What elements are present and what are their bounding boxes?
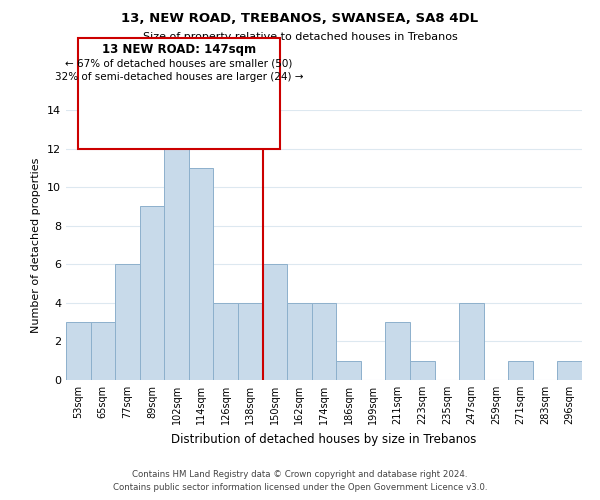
Text: 13, NEW ROAD, TREBANOS, SWANSEA, SA8 4DL: 13, NEW ROAD, TREBANOS, SWANSEA, SA8 4DL (121, 12, 479, 26)
Text: Size of property relative to detached houses in Trebanos: Size of property relative to detached ho… (143, 32, 457, 42)
Bar (459, 303, 484, 380)
Text: 32% of semi-detached houses are larger (24) →: 32% of semi-detached houses are larger (… (55, 72, 303, 82)
Bar (385, 322, 410, 380)
Bar (557, 360, 582, 380)
Bar (287, 303, 312, 380)
Bar (66, 322, 91, 380)
Bar (91, 322, 115, 380)
Bar (336, 360, 361, 380)
Text: 13 NEW ROAD: 147sqm: 13 NEW ROAD: 147sqm (102, 44, 256, 57)
X-axis label: Distribution of detached houses by size in Trebanos: Distribution of detached houses by size … (172, 432, 476, 446)
Bar (140, 206, 164, 380)
Bar (312, 303, 336, 380)
Bar (189, 168, 214, 380)
Y-axis label: Number of detached properties: Number of detached properties (31, 158, 41, 332)
Bar (164, 148, 189, 380)
Bar (115, 264, 140, 380)
Bar (508, 360, 533, 380)
Text: ← 67% of detached houses are smaller (50): ← 67% of detached houses are smaller (50… (65, 58, 293, 68)
Bar (214, 303, 238, 380)
Bar (410, 360, 434, 380)
Bar (238, 303, 263, 380)
Bar (263, 264, 287, 380)
Text: Contains HM Land Registry data © Crown copyright and database right 2024.
Contai: Contains HM Land Registry data © Crown c… (113, 470, 487, 492)
